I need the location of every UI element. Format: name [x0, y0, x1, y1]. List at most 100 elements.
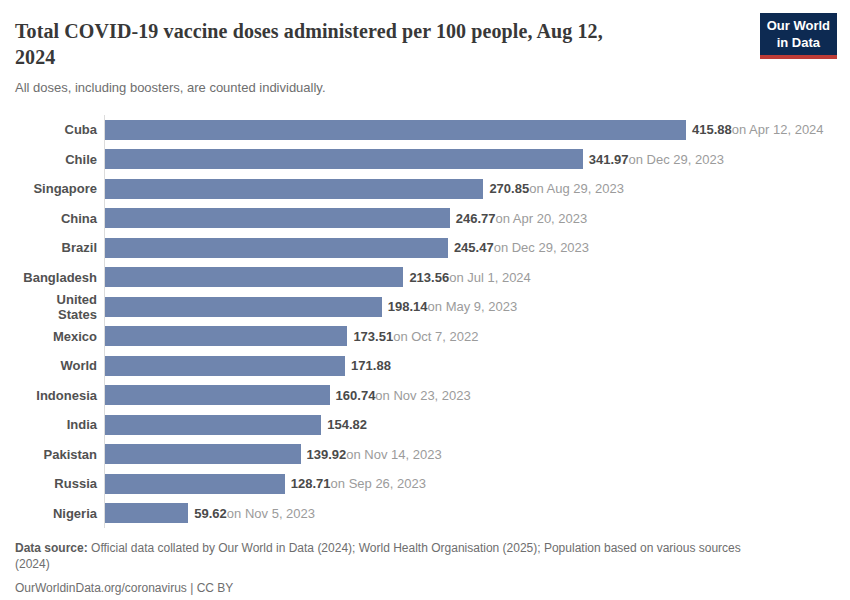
- chart-row: Russia128.71on Sep 26, 2023: [15, 469, 836, 499]
- bar-track: 213.56on Jul 1, 2024: [104, 262, 836, 292]
- value-label: 128.71: [291, 476, 331, 491]
- date-label: on Nov 23, 2023: [375, 388, 470, 403]
- date-label: on Dec 29, 2023: [628, 152, 723, 167]
- owid-url-link[interactable]: OurWorldinData.org/coronavirus: [15, 581, 187, 595]
- value-label-group: 128.71on Sep 26, 2023: [291, 476, 426, 491]
- bar-track: 59.62on Nov 5, 2023: [104, 498, 836, 528]
- value-label: 171.88: [351, 358, 391, 373]
- value-label: 270.85: [489, 181, 529, 196]
- value-label: 341.97: [589, 152, 629, 167]
- chart-row: World 171.88: [15, 351, 836, 381]
- chart-row: China 246.77on Apr 20, 2023: [15, 203, 836, 233]
- bar[interactable]: [105, 208, 450, 228]
- bar[interactable]: [105, 444, 301, 464]
- date-label: on Apr 20, 2023: [495, 211, 587, 226]
- category-label: United States: [15, 292, 104, 322]
- value-label-group: 270.85on Aug 29, 2023: [489, 181, 623, 196]
- data-source-note: Data source: Official data collated by O…: [15, 541, 765, 573]
- category-label: Bangladesh: [15, 262, 104, 292]
- bar[interactable]: [105, 238, 448, 258]
- bar-track: 270.85on Aug 29, 2023: [104, 174, 836, 204]
- owid-chart-page: Our World in Data Total COVID-19 vaccine…: [0, 0, 850, 600]
- value-label: 160.74: [336, 388, 376, 403]
- category-label: Mexico: [15, 321, 104, 351]
- owid-logo-line2: in Data: [767, 35, 830, 52]
- license-note: OurWorldinData.org/coronavirus | CC BY: [15, 581, 836, 597]
- value-label-group: 154.82: [327, 417, 367, 432]
- value-label-group: 213.56on Jul 1, 2024: [409, 270, 530, 285]
- chart-row: Indonesia 160.74on Nov 23, 2023: [15, 380, 836, 410]
- bar[interactable]: [105, 474, 285, 494]
- value-label: 139.92: [307, 447, 347, 462]
- owid-logo: Our World in Data: [760, 13, 837, 59]
- category-label: Brazil: [15, 233, 104, 263]
- category-label: Pakistan: [15, 439, 104, 469]
- date-label: on May 9, 2023: [428, 299, 518, 314]
- value-label: 245.47: [454, 240, 494, 255]
- chart-row: Singapore 270.85on Aug 29, 2023: [15, 174, 836, 204]
- value-label: 59.62: [194, 506, 227, 521]
- license-separator: |: [190, 581, 193, 595]
- category-label: Nigeria: [15, 498, 104, 528]
- category-label: World: [15, 351, 104, 381]
- bar[interactable]: [105, 120, 686, 140]
- chart-row: Cuba 415.88on Apr 12, 2024: [15, 115, 836, 145]
- value-label-group: 415.88on Apr 12, 2024: [692, 122, 824, 137]
- bar[interactable]: [105, 503, 188, 523]
- date-label: on Nov 5, 2023: [227, 506, 315, 521]
- bar[interactable]: [105, 415, 321, 435]
- category-label: China: [15, 203, 104, 233]
- value-label: 173.51: [353, 329, 393, 344]
- bar[interactable]: [105, 297, 382, 317]
- bar[interactable]: [105, 267, 403, 287]
- chart-footer: Data source: Official data collated by O…: [15, 541, 836, 597]
- data-source-label: Data source:: [15, 541, 88, 555]
- category-label: Indonesia: [15, 380, 104, 410]
- date-label: on Aug 29, 2023: [529, 181, 624, 196]
- date-label: on Dec 29, 2023: [494, 240, 589, 255]
- category-label: Chile: [15, 144, 104, 174]
- bar-track: 139.92on Nov 14, 2023: [104, 439, 836, 469]
- value-label-group: 59.62on Nov 5, 2023: [194, 506, 315, 521]
- value-label: 213.56: [409, 270, 449, 285]
- category-label: India: [15, 410, 104, 440]
- chart-row: Mexico 173.51on Oct 7, 2022: [15, 321, 836, 351]
- chart-row: United States 198.14on May 9, 2023: [15, 292, 836, 322]
- value-label-group: 246.77on Apr 20, 2023: [456, 211, 588, 226]
- bar[interactable]: [105, 179, 483, 199]
- date-label: on Oct 7, 2022: [393, 329, 478, 344]
- value-label: 198.14: [388, 299, 428, 314]
- date-label: on Sep 26, 2023: [331, 476, 426, 491]
- bar[interactable]: [105, 326, 347, 346]
- license-label: CC BY: [197, 581, 234, 595]
- bar[interactable]: [105, 149, 583, 169]
- bar[interactable]: [105, 356, 345, 376]
- value-label-group: 173.51on Oct 7, 2022: [353, 329, 478, 344]
- chart-row: Nigeria 59.62on Nov 5, 2023: [15, 498, 836, 528]
- bar-track: 128.71on Sep 26, 2023: [104, 469, 836, 499]
- bar-track: 160.74on Nov 23, 2023: [104, 380, 836, 410]
- bar-chart: Cuba415.88on Apr 12, 2024Chile341.97on D…: [15, 115, 836, 528]
- date-label: on Nov 14, 2023: [346, 447, 441, 462]
- value-label: 154.82: [327, 417, 367, 432]
- chart-row: Pakistan 139.92on Nov 14, 2023: [15, 439, 836, 469]
- chart-row: Brazil 245.47on Dec 29, 2023: [15, 233, 836, 263]
- value-label-group: 198.14on May 9, 2023: [388, 299, 517, 314]
- bar-track: 154.82: [104, 410, 836, 440]
- category-label: Cuba: [15, 115, 104, 145]
- value-label-group: 341.97on Dec 29, 2023: [589, 152, 724, 167]
- bar-track: 171.88: [104, 351, 836, 381]
- bar[interactable]: [105, 385, 330, 405]
- bar-track: 173.51on Oct 7, 2022: [104, 321, 836, 351]
- date-label: on Apr 12, 2024: [732, 122, 824, 137]
- chart-title: Total COVID-19 vaccine doses administere…: [15, 18, 715, 71]
- value-label-group: 160.74on Nov 23, 2023: [336, 388, 471, 403]
- chart-row: India 154.82: [15, 410, 836, 440]
- category-label: Singapore: [15, 174, 104, 204]
- value-label-group: 139.92on Nov 14, 2023: [307, 447, 442, 462]
- data-source-text: Official data collated by Our World in D…: [15, 541, 741, 571]
- value-label: 415.88: [692, 122, 732, 137]
- bar-track: 415.88on Apr 12, 2024: [104, 115, 836, 145]
- value-label-group: 245.47on Dec 29, 2023: [454, 240, 589, 255]
- chart-subtitle: All doses, including boosters, are count…: [15, 80, 836, 95]
